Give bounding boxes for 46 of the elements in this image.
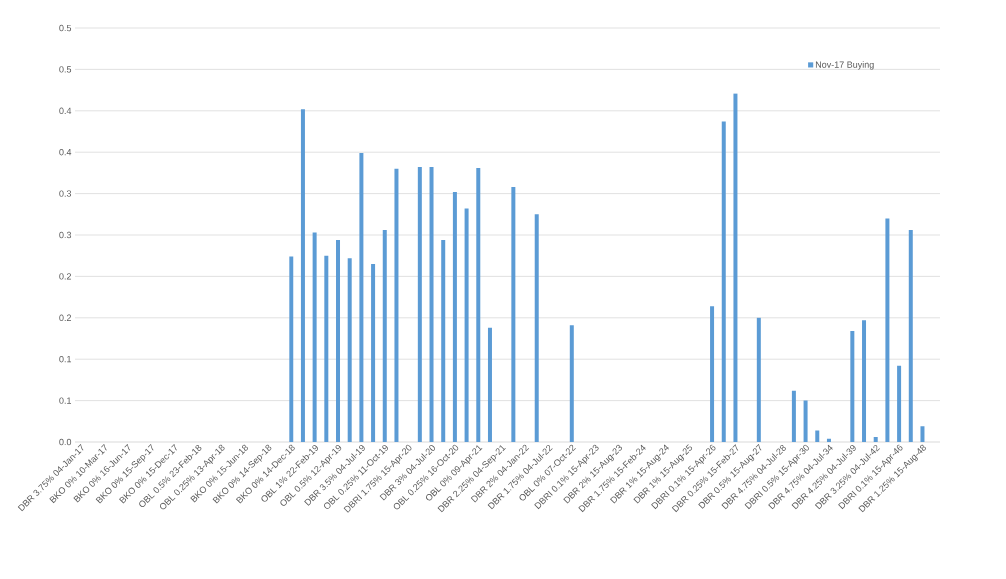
y-tick-label: 0.4 [59, 107, 72, 114]
bar [756, 317, 761, 442]
bar [862, 320, 867, 442]
bar [371, 263, 376, 442]
bar [920, 426, 925, 442]
bar [908, 230, 913, 442]
bar [359, 153, 364, 442]
bar [534, 214, 539, 442]
bar [791, 390, 796, 442]
bar [710, 306, 715, 442]
bar [441, 239, 446, 442]
y-tick-label: 0.5 [59, 66, 72, 73]
y-tick-label: 0.1 [59, 356, 72, 363]
bar [347, 258, 352, 442]
bar [324, 255, 329, 442]
bar [300, 109, 305, 442]
bar [429, 167, 434, 442]
bar [464, 208, 469, 442]
bar [721, 121, 726, 442]
bar [873, 437, 878, 442]
bar [733, 93, 738, 442]
bar [382, 230, 387, 442]
bar [476, 167, 481, 442]
bar [803, 400, 808, 442]
bar [815, 430, 820, 442]
bar [850, 331, 855, 442]
legend-label: Nov-17 Buying [815, 61, 874, 70]
bar [336, 239, 341, 442]
y-tick-label: 0.0 [59, 438, 72, 446]
bar [826, 438, 831, 442]
bar [312, 232, 317, 442]
y-tick-label: 0.1 [59, 397, 72, 404]
y-tick-label: 0.4 [59, 149, 72, 156]
y-tick-label: 0.5 [59, 24, 72, 32]
bar [487, 327, 492, 442]
y-tick-label: 0.3 [59, 190, 72, 197]
bar [511, 186, 516, 442]
bar [885, 218, 890, 442]
bar [452, 191, 457, 442]
bar [897, 365, 902, 442]
y-tick-label: 0.3 [59, 231, 72, 239]
bar [417, 167, 422, 442]
bar [394, 168, 399, 442]
y-tick-label: 0.2 [59, 273, 72, 280]
y-tick-label: 0.2 [59, 314, 72, 321]
bar [569, 325, 574, 442]
